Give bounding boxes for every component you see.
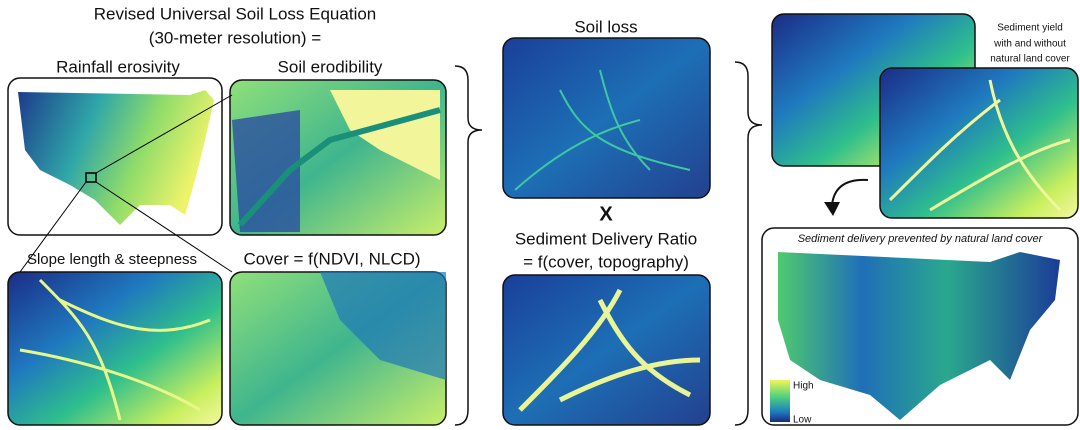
legend-label: Low xyxy=(793,415,812,426)
arrowhead xyxy=(824,202,840,216)
panel-label: = f(cover, topography) xyxy=(523,252,689,271)
multiply-sign: X xyxy=(599,203,613,225)
header-subtitle: (30-meter resolution) = xyxy=(149,28,322,47)
yield-label: natural land cover xyxy=(990,54,1070,65)
panel-label: Soil erodibility xyxy=(278,57,383,76)
arrow xyxy=(832,180,868,205)
panel-label: Slope length & steepness xyxy=(27,251,197,268)
yield-label: with and without xyxy=(993,39,1066,50)
sdr-panel xyxy=(503,275,710,425)
panel-label: Cover = f(NDVI, NLCD) xyxy=(243,249,420,268)
header-title: Revised Universal Soil Loss Equation xyxy=(94,4,377,23)
panel-label: Soil loss xyxy=(574,17,637,36)
brace xyxy=(455,66,482,425)
legend-label: High xyxy=(793,381,814,392)
legend-scale xyxy=(770,380,790,422)
panel-label: Sediment Delivery Ratio xyxy=(515,229,697,248)
prevented-label: Sediment delivery prevented by natural l… xyxy=(798,233,1044,245)
figure: Revised Universal Soil Loss Equation (30… xyxy=(0,0,1080,430)
panel-label: Rainfall erosivity xyxy=(56,57,180,76)
brace xyxy=(735,62,762,425)
yield-label: Sediment yield xyxy=(997,23,1063,34)
